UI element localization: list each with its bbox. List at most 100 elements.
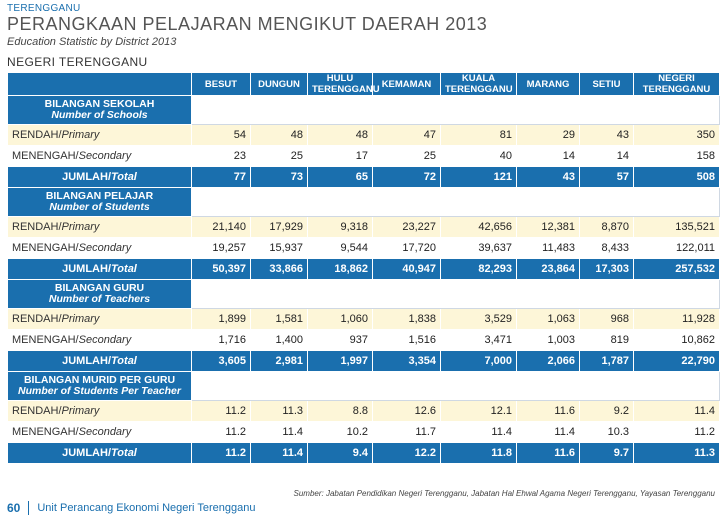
table-cell: 1,838 — [372, 308, 441, 330]
row-label-ms: MENENGAH/ — [12, 334, 79, 346]
row-label-en: Secondary — [78, 334, 132, 346]
table-row: RENDAH/Primary 21,140 17,929 9,318 23,227 42,… — [7, 216, 720, 238]
section-header-row: BILANGAN GURU Number of Teachers — [7, 279, 720, 309]
row-label-en: Primary — [61, 405, 100, 417]
table-cell: 43 — [579, 124, 634, 146]
table-row: JUMLAH/Total 3,605 2,981 1,997 3,354 7,000 2,0… — [7, 350, 720, 372]
table-cell: 77 — [191, 166, 251, 188]
table-cell: 23 — [191, 145, 251, 167]
section-blank-cell — [191, 371, 720, 401]
table-row: JUMLAH/Total 77 73 65 72 121 43 57 508 — [7, 166, 720, 188]
table-cell: 9,318 — [307, 216, 373, 238]
table-cell: 11.4 — [250, 442, 308, 464]
source-note: Sumber: Jabatan Pendidikan Negeri Tereng… — [293, 489, 715, 498]
table-cell: 22,790 — [633, 350, 720, 372]
table-cell: 17,303 — [579, 258, 634, 280]
table-cell: 10.3 — [579, 421, 634, 443]
table-cell: 819 — [579, 329, 634, 351]
row-label: JUMLAH/Total — [7, 166, 192, 188]
section-title: BILANGAN GURU Number of Teachers — [7, 279, 192, 309]
section-blank-cell — [191, 187, 720, 217]
table-cell: 81 — [440, 124, 517, 146]
table-cell: 39,637 — [440, 237, 517, 259]
row-label-ms: JUMLAH/ — [62, 447, 111, 459]
section-title-ms: BILANGAN PELAJAR — [45, 190, 154, 202]
column-header: KUALA TERENGGANU — [440, 72, 517, 96]
table-cell: 73 — [250, 166, 308, 188]
table-cell: 40,947 — [372, 258, 441, 280]
table-cell: 1,581 — [250, 308, 308, 330]
table-cell: 47 — [372, 124, 441, 146]
table-cell: 12,381 — [516, 216, 580, 238]
table-cell: 11.6 — [516, 442, 580, 464]
row-label: MENENGAH/Secondary — [7, 329, 192, 351]
column-header: HULU TERENGGANU — [307, 72, 380, 96]
table-cell: 9.2 — [579, 400, 634, 422]
table-cell: 11.2 — [191, 421, 251, 443]
table-cell: 11.6 — [516, 400, 580, 422]
table-cell: 50,397 — [191, 258, 251, 280]
row-label-ms: MENENGAH/ — [12, 426, 79, 438]
table-cell: 3,605 — [191, 350, 251, 372]
table-cell: 54 — [191, 124, 251, 146]
row-label: MENENGAH/Secondary — [7, 237, 192, 259]
table-cell: 42,656 — [440, 216, 517, 238]
column-header: DUNGUN — [250, 72, 308, 96]
section-title: BILANGAN PELAJAR Number of Students — [7, 187, 192, 217]
row-label-ms: RENDAH/ — [12, 221, 62, 233]
row-label-en: Total — [111, 171, 137, 183]
section-title-en: Number of Schools — [51, 109, 148, 121]
table-cell: 17,929 — [250, 216, 308, 238]
table-cell: 11.2 — [191, 442, 251, 464]
table-cell: 9,544 — [307, 237, 373, 259]
table-cell: 65 — [307, 166, 373, 188]
table-cell: 7,000 — [440, 350, 517, 372]
table-cell: 122,011 — [633, 237, 720, 259]
footer-org: Unit Perancang Ekonomi Negeri Terengganu — [37, 502, 256, 514]
row-label-en: Secondary — [78, 242, 132, 254]
education-statistics-table: BESUT DUNGUN HULU TERENGGANU KEMAMAN KUALA T… — [7, 72, 720, 464]
row-label-ms: MENENGAH/ — [12, 242, 79, 254]
table-cell: 3,354 — [372, 350, 441, 372]
row-label-ms: RENDAH/ — [12, 405, 62, 417]
row-label-en: Secondary — [78, 150, 132, 162]
row-label: RENDAH/Primary — [7, 400, 192, 422]
table-cell: 1,716 — [191, 329, 251, 351]
table-cell: 11.3 — [633, 442, 720, 464]
table-row: RENDAH/Primary 1,899 1,581 1,060 1,838 3,529 1… — [7, 308, 720, 330]
table-cell: 43 — [516, 166, 580, 188]
state-label: NEGERI TERENGGANU — [7, 55, 148, 69]
table-cell: 11.7 — [372, 421, 441, 443]
row-label-ms: JUMLAH/ — [62, 355, 111, 367]
table-cell: 257,532 — [633, 258, 720, 280]
table-cell: 23,227 — [372, 216, 441, 238]
table-cell: 40 — [440, 145, 517, 167]
table-cell: 1,787 — [579, 350, 634, 372]
table-cell: 11.2 — [633, 421, 720, 443]
table-cell: 15,937 — [250, 237, 308, 259]
table-cell: 1,997 — [307, 350, 373, 372]
table-header-row: BESUT DUNGUN HULU TERENGGANU KEMAMAN KUALA T… — [7, 72, 720, 96]
table-cell: 11.3 — [250, 400, 308, 422]
table-cell: 11.4 — [250, 421, 308, 443]
table-cell: 11.4 — [516, 421, 580, 443]
column-header: MARANG — [516, 72, 580, 96]
table-cell: 3,471 — [440, 329, 517, 351]
row-label-en: Secondary — [78, 426, 132, 438]
column-header: BESUT — [191, 72, 251, 96]
row-label-ms: RENDAH/ — [12, 313, 62, 325]
section-header-row: BILANGAN MURID PER GURU Number of Student… — [7, 371, 720, 401]
table-cell: 1,899 — [191, 308, 251, 330]
table-cell: 25 — [250, 145, 308, 167]
section-title-en: Number of Students Per Teacher — [18, 385, 181, 397]
section-title: BILANGAN MURID PER GURU Number of Student… — [7, 371, 192, 401]
table-row: JUMLAH/Total 50,397 33,866 18,862 40,947 82,2… — [7, 258, 720, 280]
row-label: RENDAH/Primary — [7, 216, 192, 238]
state-top-label: TERENGGANU — [7, 3, 81, 14]
table-row: MENENGAH/Secondary 1,716 1,400 937 1,516 3,47… — [7, 329, 720, 351]
row-label-ms: RENDAH/ — [12, 129, 62, 141]
row-label: JUMLAH/Total — [7, 442, 192, 464]
table-cell: 508 — [633, 166, 720, 188]
table-cell: 19,257 — [191, 237, 251, 259]
table-row: JUMLAH/Total 11.2 11.4 9.4 12.2 11.8 11.6 9.7 11… — [7, 442, 720, 464]
